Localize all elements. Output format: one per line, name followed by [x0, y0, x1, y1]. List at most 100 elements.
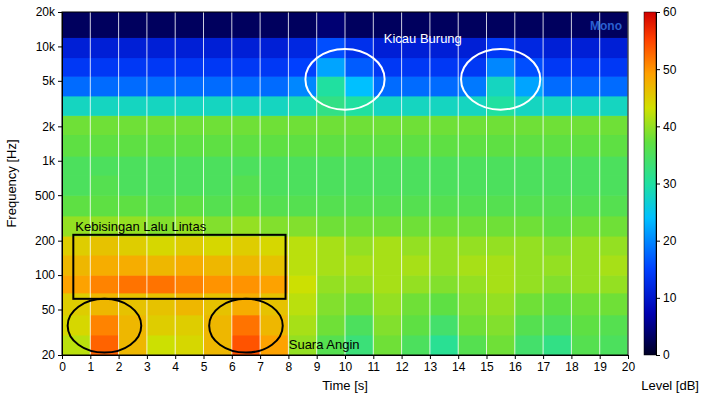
color-tick: 10	[656, 291, 677, 305]
cell	[487, 255, 516, 276]
annotation-label: Kebisingan Lalu Lintas	[75, 219, 206, 234]
cell	[175, 315, 204, 336]
cell	[373, 315, 402, 336]
x-tick: 13	[424, 355, 438, 374]
cell	[288, 195, 317, 216]
x-tick-mark	[628, 355, 629, 359]
y-tick-mark	[58, 81, 62, 82]
cell	[260, 156, 289, 176]
cell	[571, 96, 600, 116]
cell	[373, 175, 402, 196]
cell	[317, 12, 346, 38]
color-tick: 60	[656, 5, 677, 19]
cell	[430, 156, 459, 176]
cell	[204, 335, 233, 355]
cell	[600, 315, 628, 336]
cell	[62, 37, 91, 58]
cell	[317, 315, 346, 336]
x-tick-mark	[458, 355, 459, 359]
y-tick-label: 20k	[36, 5, 56, 19]
cell	[458, 156, 487, 176]
cell	[147, 275, 176, 293]
cell	[430, 293, 459, 316]
cell	[373, 275, 402, 293]
color-tick-label: 60	[663, 5, 677, 19]
cell	[317, 275, 346, 293]
cell	[487, 236, 516, 256]
cell	[119, 76, 148, 96]
cell	[571, 76, 600, 96]
cell	[458, 315, 487, 336]
x-tick-label: 20	[622, 360, 636, 374]
cell	[345, 275, 374, 293]
grid-line	[203, 12, 204, 355]
y-tick-label: 1k	[42, 154, 56, 168]
cell	[430, 57, 459, 76]
x-tick-label: 19	[594, 360, 608, 374]
cell	[90, 175, 119, 196]
y-tick-mark	[58, 310, 62, 311]
cell	[288, 134, 317, 156]
cell	[119, 115, 148, 135]
cell	[204, 195, 233, 216]
cell	[487, 96, 516, 116]
cell	[543, 12, 572, 38]
x-tick: 10	[339, 355, 353, 374]
grid-line	[175, 12, 176, 355]
cell	[232, 293, 261, 316]
cell	[288, 216, 317, 237]
cell	[402, 255, 431, 276]
cell	[458, 37, 487, 58]
x-tick-label: 10	[339, 360, 353, 374]
cell	[600, 195, 628, 216]
cell	[402, 134, 431, 156]
x-tick-label: 9	[314, 360, 321, 374]
color-tick: 40	[656, 120, 677, 134]
cell	[232, 195, 261, 216]
x-tick-label: 6	[229, 360, 236, 374]
cell	[317, 293, 346, 316]
cell	[515, 12, 544, 38]
cell	[600, 115, 628, 135]
cell	[232, 315, 261, 336]
x-tick-mark	[373, 355, 374, 359]
cell	[571, 134, 600, 156]
color-tick-label: 50	[663, 63, 677, 77]
cell	[543, 255, 572, 276]
grid-line	[599, 12, 600, 355]
cell	[175, 134, 204, 156]
cell	[458, 12, 487, 38]
cells	[62, 12, 628, 355]
cell	[430, 96, 459, 116]
cell	[317, 57, 346, 76]
grid-line	[316, 12, 317, 355]
y-tick-label: 5k	[42, 74, 56, 88]
x-tick-label: 1	[87, 360, 94, 374]
cell	[62, 315, 91, 336]
y-tick-mark	[58, 161, 62, 162]
y-tick-mark	[58, 195, 62, 196]
color-tick-label: 30	[663, 177, 677, 191]
cell	[119, 175, 148, 196]
cell	[487, 315, 516, 336]
x-tick-mark	[147, 355, 148, 359]
cell	[288, 156, 317, 176]
x-tick: 1	[87, 355, 94, 374]
cell	[232, 134, 261, 156]
cell	[232, 76, 261, 96]
cell	[487, 195, 516, 216]
grid-line	[486, 12, 487, 355]
cell	[430, 236, 459, 256]
cell	[600, 57, 628, 76]
x-tick-mark	[175, 355, 176, 359]
cell	[232, 275, 261, 293]
cell	[458, 236, 487, 256]
y-tick-mark	[58, 12, 62, 13]
cell	[487, 37, 516, 58]
cell	[487, 293, 516, 316]
cell	[204, 275, 233, 293]
y-tick-mark	[58, 355, 62, 356]
annotation-label: Kicau Burung	[384, 31, 462, 46]
y-axis-title: Frequency [Hz]	[4, 139, 19, 227]
cell	[515, 175, 544, 196]
